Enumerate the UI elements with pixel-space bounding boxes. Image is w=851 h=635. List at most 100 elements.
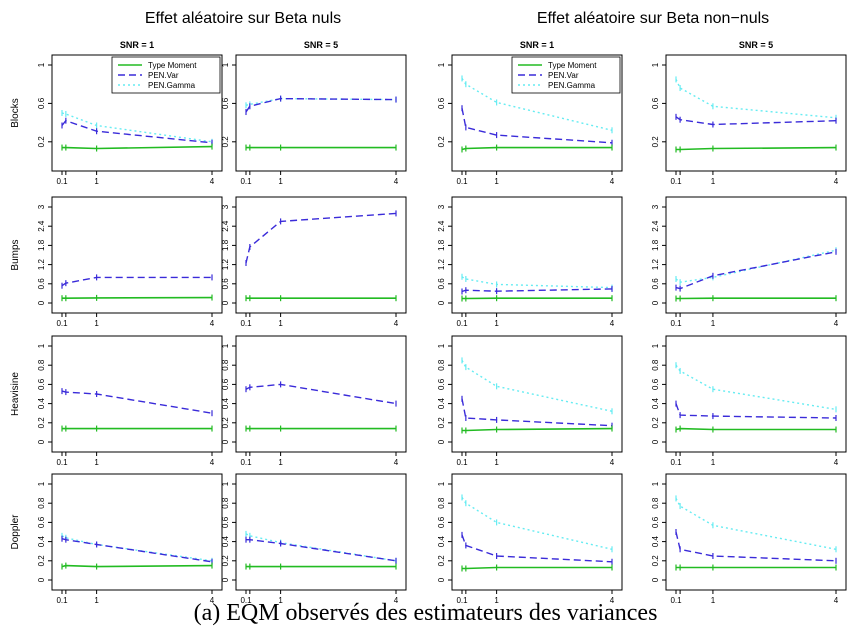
y-tick-label: 1 <box>221 62 230 67</box>
x-tick-label: 0.1 <box>456 458 468 467</box>
column-title: SNR = 5 <box>739 40 773 50</box>
x-tick-label: 1 <box>711 596 716 605</box>
y-tick-label: 2.4 <box>437 220 446 232</box>
row-label-bumps: Bumps <box>10 239 21 270</box>
panel-blocks-1: 0.2 0.6 1 0.1 1 4 <box>221 54 407 186</box>
series-line-type-moment <box>61 564 213 568</box>
x-tick-label: 0.1 <box>670 458 682 467</box>
series-line-type-moment <box>461 146 612 151</box>
y-tick-label: 0 <box>437 577 446 582</box>
y-tick-label: 0.6 <box>437 278 446 290</box>
y-tick-label: 0.6 <box>37 378 46 390</box>
y-tick-label: 0 <box>651 577 660 582</box>
panel-frame <box>665 54 847 172</box>
y-tick-label: 1.2 <box>651 258 660 270</box>
y-tick-label: 0.4 <box>37 397 46 409</box>
y-tick-label: 0.4 <box>437 535 446 547</box>
panel-frame <box>451 473 623 591</box>
y-tick-label: 1 <box>651 343 660 348</box>
panel-frame <box>451 335 623 453</box>
y-tick-label: 0 <box>221 577 230 582</box>
y-tick-label: 0 <box>37 577 46 582</box>
series-line-type-moment <box>62 296 213 300</box>
series-line-pen-gamma <box>675 249 837 283</box>
y-tick-label: 0.6 <box>221 378 230 390</box>
y-tick-label: 1 <box>221 481 230 486</box>
y-tick-label: 0.8 <box>437 359 446 371</box>
y-tick-label: 0.4 <box>37 535 46 547</box>
panel-frame <box>51 473 223 591</box>
series-line-pen-gamma <box>675 498 837 550</box>
series-line-pen-var <box>675 531 837 562</box>
panel-doppler-3: 0 0.2 0.4 0.6 0.8 1 0.1 1 4 <box>651 473 847 605</box>
y-tick-label: 0.6 <box>37 516 46 528</box>
y-tick-label: 3 <box>37 204 46 209</box>
y-tick-label: 0.2 <box>437 417 446 429</box>
y-tick-label: 0.6 <box>651 516 660 528</box>
panel-frame <box>235 196 407 314</box>
y-tick-label: 0.6 <box>221 97 230 109</box>
panel-heavisine-2: 0 0.2 0.4 0.6 0.8 1 0.1 1 4 <box>437 335 623 467</box>
y-tick-label: 0.6 <box>37 278 46 290</box>
row-label-heavisine: Heavisine <box>10 372 21 416</box>
y-tick-label: 1 <box>37 343 46 348</box>
y-tick-label: 0 <box>221 300 230 305</box>
x-tick-label: 1 <box>278 458 283 467</box>
x-tick-label: 0.1 <box>56 177 68 186</box>
panel-frame <box>235 54 407 172</box>
y-tick-label: 2.4 <box>651 220 660 232</box>
x-tick-label: 0.1 <box>56 319 68 328</box>
x-tick-label: 0.1 <box>456 319 468 328</box>
panel-frame <box>665 473 847 591</box>
y-tick-label: 0.6 <box>651 378 660 390</box>
y-tick-label: 1 <box>437 343 446 348</box>
y-tick-label: 1.2 <box>221 258 230 270</box>
legend-label: PEN.Var <box>148 71 179 80</box>
y-tick-label: 0.2 <box>37 555 46 567</box>
figure-caption: (a) EQM observés des estimateurs des var… <box>193 600 658 626</box>
x-tick-label: 4 <box>210 596 215 605</box>
x-tick-label: 4 <box>394 319 399 328</box>
y-tick-label: 0 <box>651 439 660 444</box>
y-tick-label: 1 <box>437 62 446 67</box>
x-tick-label: 1 <box>278 177 283 186</box>
y-tick-label: 0.8 <box>37 359 46 371</box>
y-tick-label: 0.4 <box>221 397 230 409</box>
series-line-pen-gamma <box>61 535 213 562</box>
x-tick-label: 1 <box>94 319 99 328</box>
legend-label: PEN.Gamma <box>148 81 196 90</box>
panel-bumps-1: 0 0.6 1.2 1.8 2.4 3 0.1 1 4 <box>221 196 407 328</box>
y-tick-label: 3 <box>437 204 446 209</box>
x-tick-label: 0.1 <box>456 177 468 186</box>
y-tick-label: 0.6 <box>651 278 660 290</box>
legend-label: Type Moment <box>548 61 597 70</box>
y-tick-label: 0.6 <box>437 516 446 528</box>
series-line-pen-var <box>245 212 397 264</box>
x-tick-label: 1 <box>94 596 99 605</box>
x-tick-label: 0.1 <box>56 596 68 605</box>
y-tick-label: 0.8 <box>221 497 230 509</box>
panel-blocks-3: 0.2 0.6 1 0.1 1 4 <box>651 54 847 186</box>
series-line-pen-var <box>61 390 213 414</box>
x-tick-label: 4 <box>834 177 839 186</box>
x-tick-label: 1 <box>711 319 716 328</box>
x-tick-label: 4 <box>610 596 615 605</box>
legend-label: PEN.Var <box>548 71 579 80</box>
x-tick-label: 4 <box>610 177 615 186</box>
x-tick-label: 1 <box>494 458 499 467</box>
series-line-type-moment <box>62 145 213 150</box>
y-tick-label: 0.8 <box>437 497 446 509</box>
series-line-pen-gamma <box>675 79 837 119</box>
x-tick-label: 4 <box>394 596 399 605</box>
row-label-blocks: Blocks <box>10 98 21 127</box>
y-tick-label: 1.8 <box>437 239 446 251</box>
panel-doppler-1: 0 0.2 0.4 0.6 0.8 1 0.1 1 4 <box>221 473 407 605</box>
column-title: SNR = 1 <box>520 40 554 50</box>
x-tick-label: 1 <box>94 458 99 467</box>
series-line-type-moment <box>675 427 836 431</box>
series-line-pen-var <box>461 398 613 427</box>
y-tick-label: 1 <box>437 481 446 486</box>
